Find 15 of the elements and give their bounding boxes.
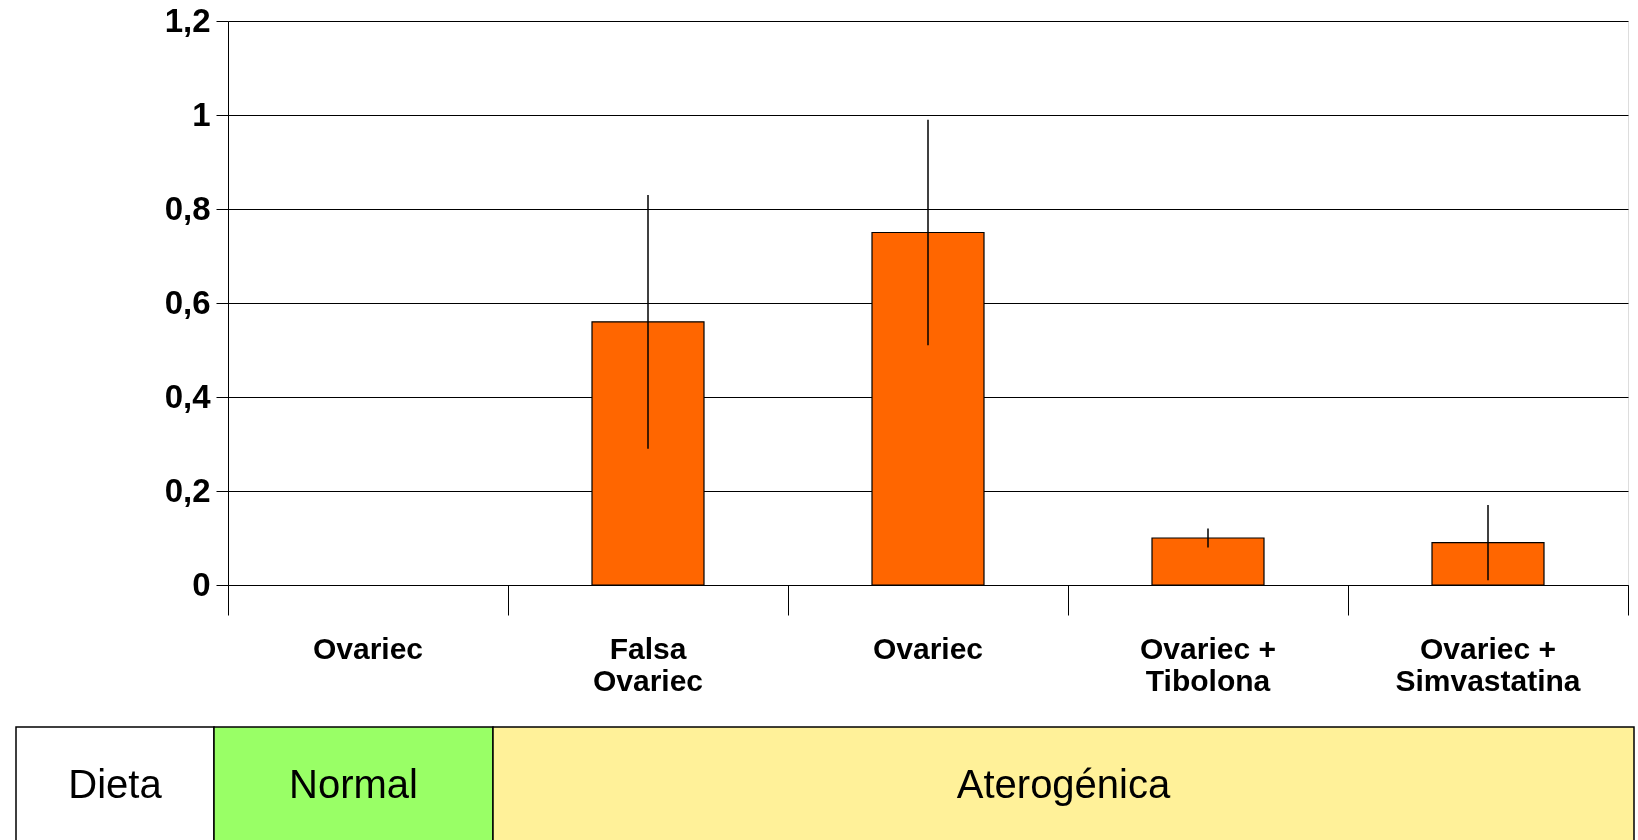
x-tick-label: Falsa Ovariec — [592, 632, 704, 697]
y-tick-label: 0,6 — [164, 283, 211, 321]
x-tick-label: Ovariec — [872, 632, 984, 665]
text: Normal — [289, 762, 418, 806]
y-tick-label: 0 — [192, 565, 211, 603]
x-tick-label: Ovariec + Tibolona — [1140, 632, 1276, 697]
x-tick-label: Ovariec + Simvastatina — [1395, 632, 1581, 697]
x-tick-label: Ovariec — [312, 632, 424, 665]
y-tick-label: 0,2 — [164, 471, 211, 509]
y-tick-label: 0,8 — [164, 189, 211, 227]
y-tick-label: 1 — [192, 95, 211, 133]
text: Dieta — [68, 762, 163, 806]
y-tick-label: 0,4 — [164, 377, 212, 415]
text: Aterogénica — [956, 762, 1171, 806]
y-tick-label: 1,2 — [164, 1, 211, 39]
